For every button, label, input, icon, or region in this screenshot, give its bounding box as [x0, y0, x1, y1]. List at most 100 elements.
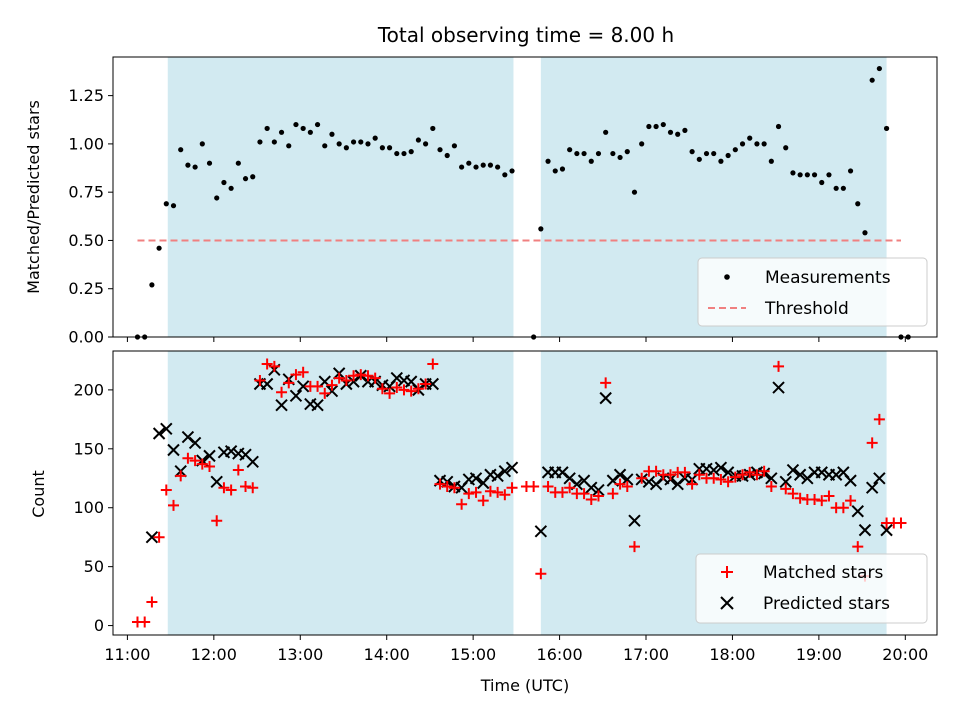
measurement-point	[192, 164, 198, 170]
matched-star-point	[765, 481, 777, 493]
predicted-star-point	[275, 398, 288, 412]
measurement-point	[509, 168, 515, 174]
measurement-point	[775, 123, 782, 130]
matched-star-point	[787, 488, 799, 500]
measurement-point	[631, 189, 638, 195]
predicted-star-point	[815, 466, 828, 479]
measurement-point	[163, 201, 169, 207]
predicted-star-point	[786, 463, 800, 477]
matched-star-point	[578, 488, 590, 500]
predicted-star-point	[592, 483, 605, 497]
matched-star-point	[153, 531, 165, 543]
top-y-tick-label: 1.00	[68, 134, 104, 153]
predicted-star-point	[224, 444, 238, 458]
matched-star-point	[679, 466, 691, 478]
measurement-point	[581, 150, 587, 157]
predicted-star-point	[851, 505, 864, 518]
measurement-point	[840, 185, 846, 191]
predicted-star-point	[145, 530, 159, 544]
matched-star-point	[420, 378, 432, 390]
measurement-point	[149, 282, 155, 288]
measurement-point	[430, 125, 436, 132]
measurement-point	[293, 121, 299, 128]
matched-star-point	[204, 460, 216, 472]
measurement-point	[675, 131, 681, 137]
top-y-tick-label: 0.00	[68, 328, 104, 347]
predicted-star-point	[585, 481, 598, 494]
measurement-point	[423, 141, 429, 147]
measurement-point	[300, 125, 306, 132]
matched-star-point	[737, 469, 749, 481]
predicted-star-point	[613, 468, 627, 481]
measurement-point	[408, 149, 414, 155]
measurement-point	[343, 145, 349, 151]
measurement-point	[811, 172, 818, 178]
predicted-star-point	[498, 464, 512, 478]
measurement-point	[250, 174, 256, 180]
predicted-star-point	[203, 449, 216, 463]
matched-star-point	[780, 483, 792, 495]
bottom-legend: Matched stars Predicted stars	[695, 553, 928, 624]
predicted-star-point	[793, 468, 807, 481]
matched-star-point	[240, 481, 252, 493]
matched-star-point	[542, 481, 554, 493]
matched-star-point	[261, 358, 273, 370]
predicted-star-point	[505, 461, 519, 474]
measurement-point	[574, 150, 580, 157]
matched-star-point	[664, 469, 676, 481]
observing-interval-1	[167, 57, 514, 337]
chart-title: Total observing time = 8.00 h	[377, 23, 674, 47]
matched-star-point	[254, 374, 266, 386]
measurement-point	[307, 129, 313, 135]
matched-star-point	[535, 568, 547, 580]
matched-star-point	[499, 489, 511, 501]
top-y-axis-label: Matched/Predicted stars	[24, 100, 43, 294]
matched-star-point	[600, 377, 612, 389]
measurement-point	[754, 141, 760, 147]
bottom-plot-frame	[112, 350, 938, 636]
matched-star-point	[333, 372, 345, 384]
measurement-point	[487, 162, 494, 168]
measurement-point	[653, 123, 659, 130]
predicted-star-point	[152, 427, 166, 440]
measurement-point	[617, 154, 623, 161]
measurement-point	[552, 168, 558, 174]
matched-star-point	[276, 386, 288, 398]
matched-star-point	[794, 492, 806, 504]
measurement-point	[761, 141, 767, 147]
measurement-point	[228, 185, 234, 191]
x-tick-label: 15:00	[450, 645, 496, 664]
top-legend: Measurements Threshold	[697, 257, 928, 327]
count-panel: Count Time (UTC) 0 50 100 150 200 11:00 12:00 1…	[29, 350, 938, 695]
measurement-point	[459, 164, 465, 170]
matched-star-point	[290, 369, 302, 381]
measurement-point	[739, 141, 746, 147]
predicted-star-point	[246, 455, 259, 468]
measurement-point	[689, 149, 695, 155]
matched-star-point	[693, 469, 705, 481]
predicted-star-point	[829, 468, 843, 481]
predicted-star-point	[779, 475, 792, 489]
measurement-point	[768, 158, 774, 164]
measurement-point	[595, 150, 602, 157]
predicted-star-point	[599, 391, 612, 405]
measurement-point	[502, 172, 508, 178]
legend-measurements-marker	[724, 274, 730, 280]
matched-star-point	[751, 469, 763, 481]
matched-star-point	[175, 470, 187, 482]
matched-star-point	[456, 498, 468, 510]
predicted-star-point	[160, 422, 173, 435]
x-tick-label: 14:00	[364, 645, 410, 664]
measurement-point	[401, 150, 407, 157]
matched-star-point	[773, 360, 785, 372]
predicted-star-point	[765, 472, 778, 485]
legend-matched-marker	[721, 566, 733, 578]
matched-star-point	[823, 490, 835, 502]
matched-star-point	[477, 495, 489, 507]
predicted-star-point	[844, 474, 857, 487]
measurement-point	[588, 158, 594, 164]
matched-star-point	[744, 466, 756, 478]
measurement-point	[732, 147, 738, 153]
matched-star-point	[427, 358, 439, 370]
measurement-point	[156, 245, 162, 251]
